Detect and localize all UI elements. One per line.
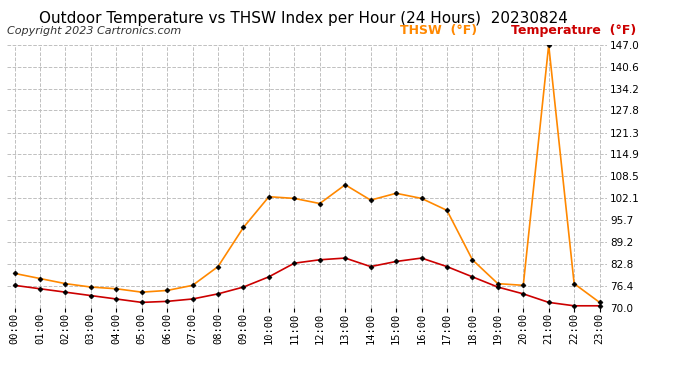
Temperature  (°F) (265, 274, 273, 279)
THSW  (°F) (214, 264, 222, 269)
Temperature  (°F) (493, 285, 502, 289)
Temperature  (°F) (188, 297, 197, 301)
THSW  (°F) (163, 288, 171, 293)
THSW  (°F) (315, 201, 324, 206)
Temperature  (°F) (163, 299, 171, 304)
Temperature  (°F) (214, 292, 222, 296)
THSW  (°F) (61, 281, 70, 286)
Temperature  (°F) (290, 261, 299, 266)
Temperature  (°F) (341, 256, 349, 260)
THSW  (°F) (112, 286, 121, 291)
Temperature  (°F) (87, 293, 95, 298)
THSW  (°F) (417, 196, 426, 201)
THSW  (°F) (595, 300, 604, 304)
THSW  (°F) (341, 183, 349, 187)
Text: THSW  (°F): THSW (°F) (400, 24, 477, 38)
THSW  (°F) (392, 191, 400, 195)
Temperature  (°F) (239, 285, 248, 289)
Temperature  (°F) (595, 303, 604, 308)
Line: Temperature  (°F): Temperature (°F) (13, 256, 601, 307)
THSW  (°F) (36, 276, 44, 281)
Temperature  (°F) (315, 258, 324, 262)
THSW  (°F) (290, 196, 299, 201)
THSW  (°F) (188, 283, 197, 288)
THSW  (°F) (493, 281, 502, 286)
THSW  (°F) (570, 281, 578, 286)
Temperature  (°F) (366, 264, 375, 269)
THSW  (°F) (137, 290, 146, 294)
Temperature  (°F) (137, 300, 146, 304)
THSW  (°F) (544, 43, 553, 47)
Temperature  (°F) (570, 303, 578, 308)
THSW  (°F) (239, 225, 248, 230)
THSW  (°F) (469, 258, 477, 262)
THSW  (°F) (519, 283, 527, 288)
Temperature  (°F) (36, 286, 44, 291)
THSW  (°F) (366, 198, 375, 202)
Temperature  (°F) (469, 274, 477, 279)
Text: Outdoor Temperature vs THSW Index per Hour (24 Hours)  20230824: Outdoor Temperature vs THSW Index per Ho… (39, 11, 568, 26)
Temperature  (°F) (392, 259, 400, 264)
THSW  (°F) (443, 208, 451, 213)
Temperature  (°F) (417, 256, 426, 260)
Temperature  (°F) (10, 283, 19, 288)
Line: THSW  (°F): THSW (°F) (13, 43, 601, 304)
THSW  (°F) (87, 285, 95, 289)
Temperature  (°F) (443, 264, 451, 269)
Temperature  (°F) (112, 297, 121, 301)
Text: Temperature  (°F): Temperature (°F) (511, 24, 636, 38)
Temperature  (°F) (61, 290, 70, 294)
Temperature  (°F) (544, 300, 553, 304)
Temperature  (°F) (519, 292, 527, 296)
THSW  (°F) (10, 271, 19, 276)
Text: Copyright 2023 Cartronics.com: Copyright 2023 Cartronics.com (7, 26, 181, 36)
THSW  (°F) (265, 195, 273, 199)
